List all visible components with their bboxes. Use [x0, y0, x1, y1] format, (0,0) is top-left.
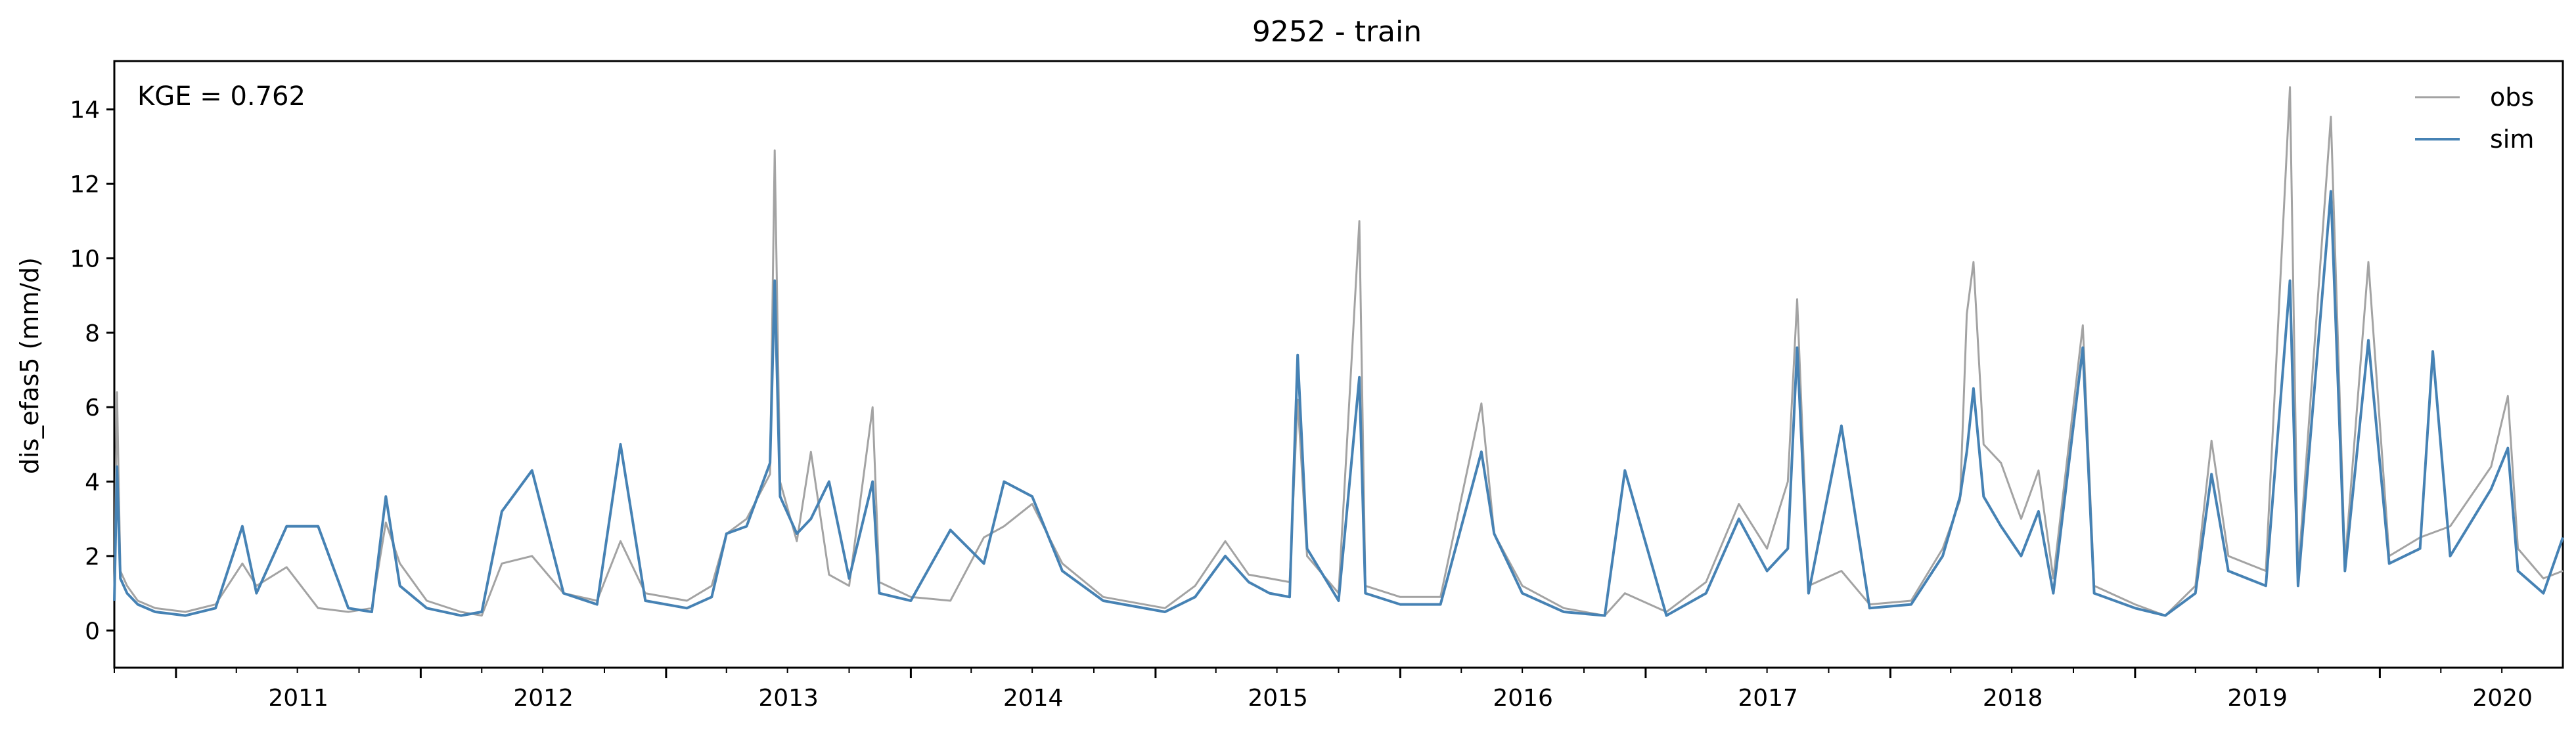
- plot-area: [113, 60, 2564, 669]
- legend: obs sim: [2415, 83, 2534, 154]
- kge-annotation: KGE = 0.762: [137, 81, 305, 112]
- x-tick-label: 2018: [1983, 685, 2043, 712]
- series-line-sim: [113, 190, 2564, 617]
- x-tick-label: 2020: [2472, 685, 2533, 712]
- y-tick-label: 8: [85, 320, 100, 347]
- x-tick-label: 2019: [2227, 685, 2288, 712]
- y-tick-label: 12: [70, 171, 100, 198]
- x-tick-label: 2011: [268, 685, 328, 712]
- y-tick-label: 6: [85, 395, 100, 421]
- y-tick-label: 10: [70, 246, 100, 272]
- y-tick-label: 2: [85, 544, 100, 571]
- x-tick-label: 2014: [1003, 685, 1064, 712]
- series-line-obs: [113, 86, 2564, 617]
- y-tick-label: 14: [70, 97, 100, 124]
- y-tick-label: 0: [85, 618, 100, 645]
- legend-label-obs: obs: [2490, 83, 2534, 112]
- chart-title: 9252 - train: [1252, 15, 1422, 49]
- x-tick-label: 2013: [758, 685, 819, 712]
- y-tick-label: 4: [85, 469, 100, 496]
- x-tick-label: 2017: [1738, 685, 1798, 712]
- legend-label-sim: sim: [2490, 125, 2534, 154]
- x-tick-label: 2012: [513, 685, 574, 712]
- x-tick-label: 2016: [1493, 685, 1553, 712]
- y-axis-label: dis_efas5 (mm/d): [15, 257, 44, 474]
- x-tick-label: 2015: [1248, 685, 1308, 712]
